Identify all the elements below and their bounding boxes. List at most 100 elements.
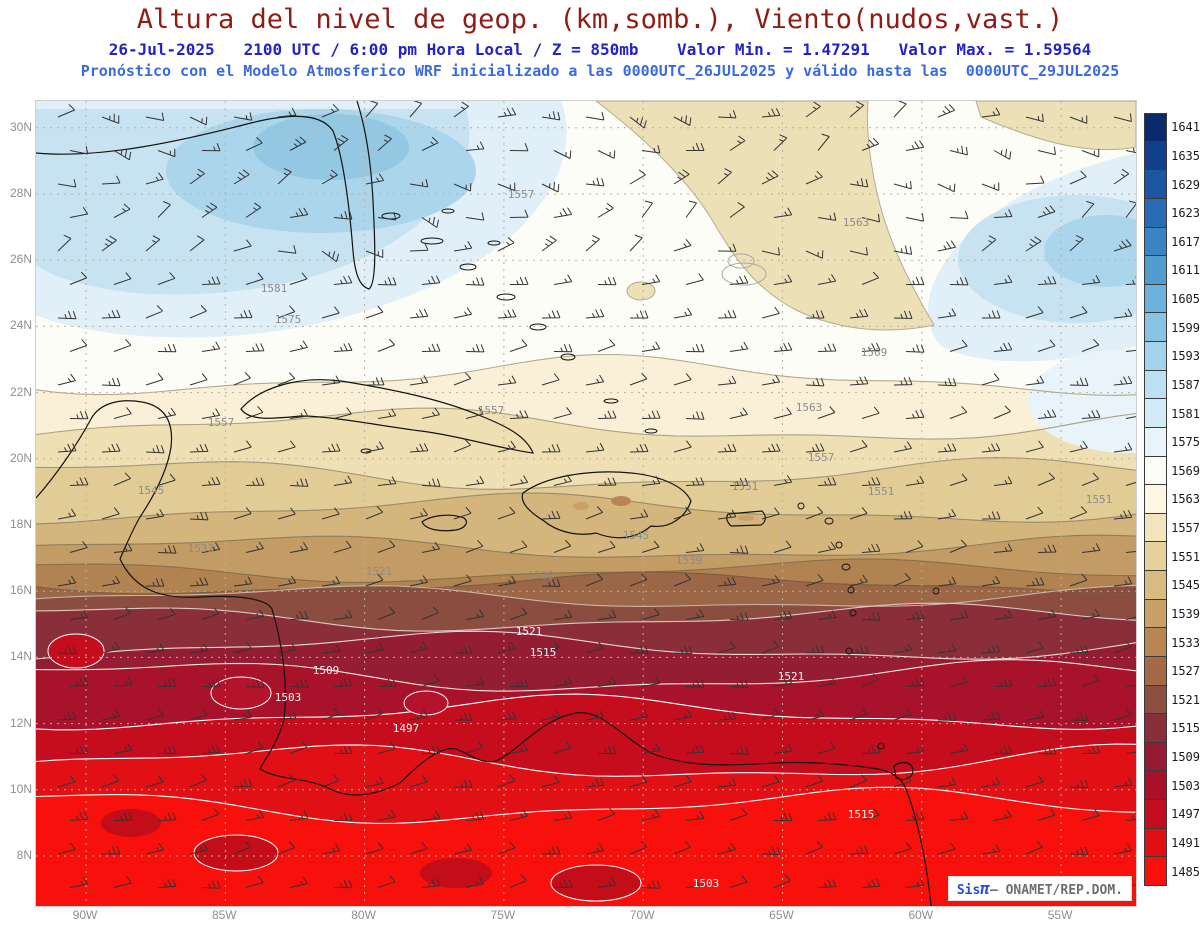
colorbar-row: 1629 bbox=[1144, 170, 1200, 199]
colorbar-swatch-1515 bbox=[1144, 714, 1168, 743]
islet bbox=[487, 240, 501, 246]
islet bbox=[847, 586, 855, 594]
contour-label: 1551 bbox=[1086, 493, 1113, 506]
colorbar-swatch-1497 bbox=[1144, 800, 1168, 829]
field-blob-11 bbox=[573, 502, 589, 510]
islet bbox=[932, 587, 940, 595]
field-pool-6 bbox=[1044, 215, 1136, 287]
lat-tick-30N: 30N bbox=[9, 119, 32, 134]
colorbar-row: 1515 bbox=[1144, 714, 1200, 743]
map-canvas: 1557 1563 1581 1575 1569 1557 1563 1557 1557 1551… bbox=[35, 100, 1137, 907]
colorbar-row: 1641 bbox=[1144, 113, 1200, 142]
colorbar-label: 1521 bbox=[1171, 692, 1200, 707]
contour-label: 1551 bbox=[868, 485, 895, 498]
lat-tick-18N: 18N bbox=[9, 517, 32, 531]
contour-label: 1503 bbox=[275, 691, 302, 704]
colorbar-label: 1569 bbox=[1171, 463, 1200, 478]
contour-label: 1575 bbox=[275, 313, 302, 326]
watermark-org: – ONAMET/REP.DOM. bbox=[989, 883, 1123, 898]
contour-label: 1515 bbox=[848, 808, 875, 821]
contour-label: 1551 bbox=[732, 480, 759, 493]
colorbar-swatch-1569 bbox=[1144, 456, 1168, 486]
islet bbox=[441, 208, 455, 214]
colorbar-swatch-1563 bbox=[1144, 485, 1168, 514]
colorbar-row: 1545 bbox=[1144, 571, 1200, 600]
colorbar-label: 1539 bbox=[1171, 606, 1200, 621]
contour-line-9 bbox=[36, 630, 1136, 660]
colorbar-row: 1539 bbox=[1144, 599, 1200, 629]
colorbar-row: 1563 bbox=[1144, 485, 1200, 514]
contour-label: 1509 bbox=[313, 664, 340, 677]
contour-line-2 bbox=[36, 457, 1136, 490]
colorbar-label: 1563 bbox=[1171, 492, 1200, 507]
coastline bbox=[36, 101, 376, 290]
colorbar-label: 1497 bbox=[1171, 807, 1200, 822]
contour-label: 1557 bbox=[208, 416, 235, 429]
colorbar-label: 1503 bbox=[1171, 778, 1200, 793]
colorbar-row: 1635 bbox=[1144, 141, 1200, 171]
colorbar-row: 1521 bbox=[1144, 685, 1200, 715]
islet bbox=[845, 647, 853, 655]
coastline bbox=[421, 514, 467, 532]
colorbar-swatch-1503 bbox=[1144, 771, 1168, 800]
colorbar-row: 1593 bbox=[1144, 342, 1200, 371]
subtitle-model-info: Pronóstico con el Modelo Atmosferico WRF… bbox=[80, 62, 1120, 80]
contour-label: 1557 bbox=[478, 404, 505, 417]
colorbar-label: 1533 bbox=[1171, 635, 1200, 650]
colorbar-label: 1509 bbox=[1171, 750, 1200, 765]
field-pool-8 bbox=[595, 101, 935, 331]
islet bbox=[841, 563, 851, 571]
lat-tick-12N: 12N bbox=[9, 715, 32, 730]
contour-label: 1533 bbox=[188, 542, 215, 555]
colorbar-swatch-1491 bbox=[1144, 828, 1168, 858]
colorbar-swatch-1557 bbox=[1144, 513, 1168, 543]
field-band-13 bbox=[36, 787, 1136, 906]
contour-line-10 bbox=[36, 659, 1136, 692]
colorbar-swatch-1521 bbox=[1144, 685, 1168, 715]
watermark-brand: Sis bbox=[956, 883, 981, 898]
colorbar-label: 1575 bbox=[1171, 435, 1200, 450]
lon-tick-65W: 65W bbox=[769, 908, 794, 922]
islet bbox=[797, 502, 805, 510]
colorbar-swatch-1641 bbox=[1144, 113, 1168, 142]
colorbar-swatch-1623 bbox=[1144, 198, 1168, 228]
colorbar-swatch-1599 bbox=[1144, 313, 1168, 342]
contour-label: 1515 bbox=[530, 646, 557, 659]
colorbar-swatch-1587 bbox=[1144, 370, 1168, 400]
colorbar-swatch-1593 bbox=[1144, 342, 1168, 371]
colorbar-label: 1617 bbox=[1171, 234, 1200, 249]
islet bbox=[835, 541, 843, 549]
colorbar-row: 1491 bbox=[1144, 828, 1200, 858]
field-blob-12 bbox=[738, 515, 754, 521]
colorbar-swatch-1617 bbox=[1144, 227, 1168, 257]
lon-tick-60W: 60W bbox=[908, 908, 934, 922]
field-blob-10 bbox=[611, 496, 631, 506]
contour-label: 1569 bbox=[861, 346, 888, 359]
colorbar-label: 1551 bbox=[1171, 549, 1200, 564]
colorbar-row: 1605 bbox=[1144, 284, 1200, 314]
contour-line-13 bbox=[36, 786, 1136, 824]
lat-tick-26N: 26N bbox=[9, 252, 32, 267]
field-blob-5 bbox=[403, 690, 449, 716]
colorbar-label: 1629 bbox=[1171, 177, 1200, 192]
colorbar-swatch-1527 bbox=[1144, 656, 1168, 686]
colorbar-swatch-1545 bbox=[1144, 571, 1168, 600]
colorbar-row: 1509 bbox=[1144, 742, 1200, 772]
colorbar-row: 1485 bbox=[1144, 857, 1200, 886]
coastline bbox=[36, 400, 932, 906]
field-blob-7 bbox=[420, 858, 492, 888]
colorbar-swatch-1539 bbox=[1144, 599, 1168, 629]
colorbar-label: 1605 bbox=[1171, 292, 1200, 307]
lon-tick-80W: 80W bbox=[351, 908, 376, 922]
colorbar-label: 1641 bbox=[1171, 120, 1200, 135]
colorbar-row: 1551 bbox=[1144, 542, 1200, 571]
contour-label: 1533 bbox=[528, 569, 555, 582]
field-blob-0 bbox=[727, 253, 755, 269]
colorbar-label: 1515 bbox=[1171, 721, 1200, 736]
islet bbox=[529, 323, 547, 331]
field-pool-3 bbox=[253, 114, 409, 180]
lon-tick-90W: 90W bbox=[72, 908, 98, 922]
colorbar-row: 1533 bbox=[1144, 628, 1200, 657]
colorbar-row: 1557 bbox=[1144, 513, 1200, 543]
colorbar-swatch-1605 bbox=[1144, 284, 1168, 314]
